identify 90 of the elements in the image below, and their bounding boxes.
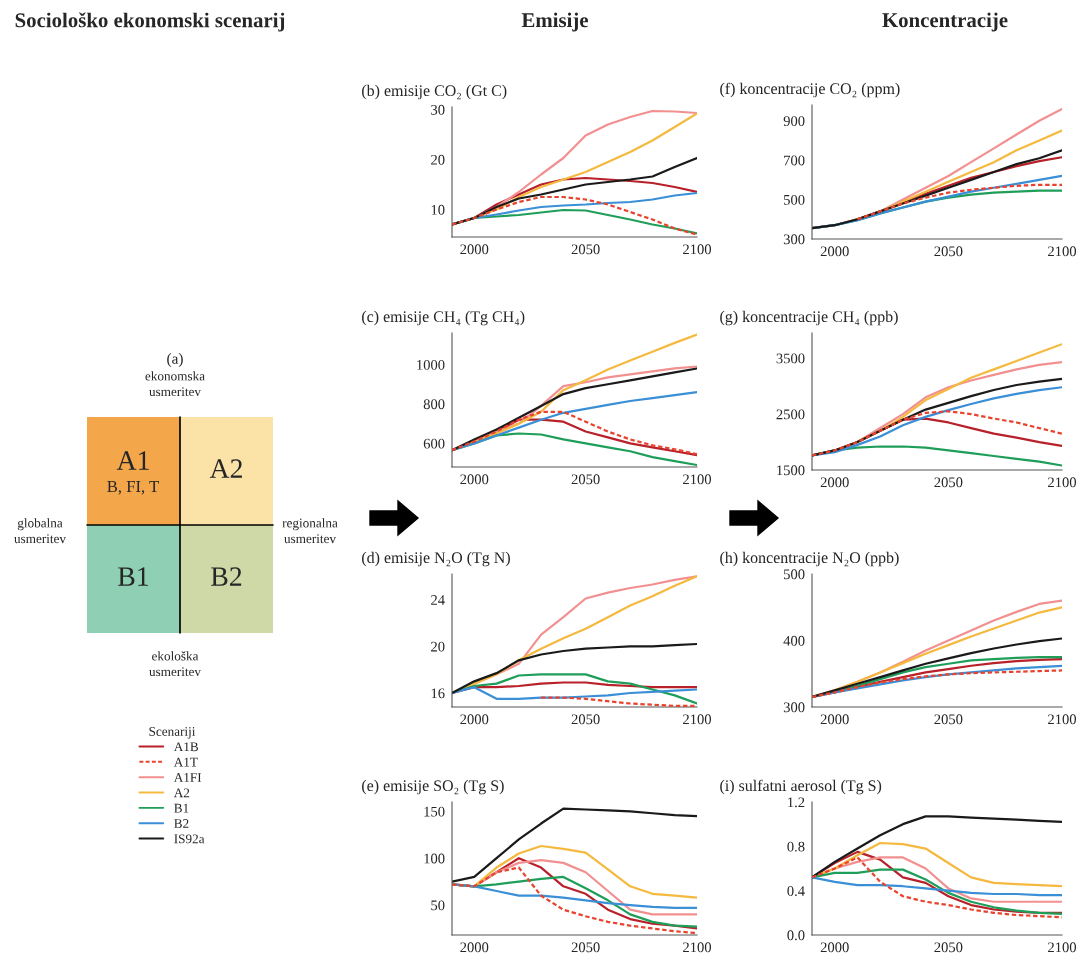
chart-title: (d) emisije N₂O (Tg N)	[362, 551, 510, 567]
y-tick-label: 300	[783, 702, 805, 713]
y-tick-label: 300	[783, 234, 805, 245]
line-series	[452, 410, 697, 456]
category-label: A1	[116, 451, 149, 470]
x-tick-label: 2000	[460, 244, 489, 255]
legend-label: A1T	[173, 757, 198, 767]
y-tick-label: 30	[431, 104, 445, 115]
legend-label: B1	[174, 803, 189, 813]
x-tick-label: 2050	[571, 474, 600, 485]
text: B, FI, T	[107, 481, 159, 495]
chart-title: (g) koncentracije CH₄ (ppb)	[720, 310, 898, 326]
legend-title: Scenariji	[149, 727, 196, 739]
text: Emisije	[521, 12, 589, 32]
x-tick-label: 2050	[934, 246, 963, 257]
x-tick-label: 2000	[820, 477, 849, 488]
x-tick-label: 2100	[683, 714, 712, 725]
y-tick-label: 2500	[776, 409, 805, 420]
line-series	[452, 807, 697, 883]
text: Sociološko ekonomski scenarij	[15, 12, 285, 32]
x-tick-label: 2000	[460, 942, 489, 953]
x-tick-label: 2050	[571, 942, 600, 953]
y-tick-label: 20	[431, 154, 445, 165]
line-series	[812, 856, 1062, 919]
legend-label: B2	[174, 819, 189, 828]
y-tick-label: 500	[784, 569, 805, 580]
text: ekonomska usmeritev	[145, 371, 205, 397]
x-tick-label: 2050	[934, 714, 963, 725]
line-series	[539, 696, 697, 707]
text: globalna usmeritev	[14, 518, 67, 544]
legend-label: A1FI	[173, 773, 202, 782]
y-tick-label: 500	[784, 194, 805, 205]
y-tick-label: 400	[783, 635, 805, 646]
line-series	[452, 686, 697, 700]
y-tick-label: 20	[431, 641, 445, 652]
line-series	[856, 183, 1062, 221]
chart-title: (f) koncentracije CO₂ (ppm)	[720, 82, 900, 98]
x-tick-label: 2000	[460, 474, 489, 485]
text: regionalna usmeritev	[282, 518, 338, 544]
y-tick-label: 900	[783, 116, 805, 126]
y-tick-label: 0.8	[787, 841, 805, 852]
y-tick-label: 800	[423, 399, 445, 410]
x-tick-label: 2050	[571, 714, 600, 725]
y-tick-label: 1500	[777, 465, 805, 476]
x-tick-label: 2100	[1048, 942, 1077, 953]
y-tick-label: 24	[431, 595, 445, 605]
x-tick-label: 2100	[1048, 477, 1077, 488]
line-series	[812, 876, 1062, 897]
y-tick-label: 150	[424, 806, 445, 817]
chart-title: (b) emisije CO₂ (Gt C)	[362, 84, 507, 100]
text: Koncentracije	[882, 12, 1008, 32]
chart-title: (c) emisije CH₄ (Tg CH₄)	[362, 310, 525, 326]
line-series	[812, 815, 1062, 879]
x-tick-label: 2000	[820, 942, 849, 953]
chart-title: (i) sulfatni aerosol (Tg S)	[720, 779, 882, 795]
category-label: A2	[209, 459, 242, 478]
category-label: B1	[118, 567, 149, 586]
y-tick-label: 10	[431, 204, 445, 215]
y-tick-label: 0.0	[787, 930, 805, 941]
line-series	[452, 391, 697, 452]
line-series	[452, 642, 697, 695]
y-tick-label: 700	[784, 155, 805, 166]
x-tick-label: 2050	[571, 244, 600, 255]
x-tick-label: 2000	[460, 714, 489, 725]
x-tick-label: 2100	[683, 474, 712, 485]
line-series	[812, 637, 1062, 699]
chart-title: (e) emisije SO₂ (Tg S)	[362, 779, 504, 795]
x-tick-label: 2050	[934, 942, 963, 953]
chart-title: (h) koncentracije N₂O (ppb)	[720, 551, 899, 567]
y-tick-label: 3500	[776, 353, 805, 364]
y-tick-label: 50	[431, 900, 445, 911]
y-tick-label: 600	[423, 438, 445, 449]
category-label: B2	[211, 567, 242, 586]
text: ekološka usmeritev	[149, 651, 202, 677]
y-tick-label: 1.2	[788, 797, 805, 808]
x-tick-label: 2100	[1048, 714, 1077, 725]
y-tick-label: 1000	[417, 359, 445, 370]
x-tick-label: 2100	[683, 942, 712, 953]
x-tick-label: 2050	[934, 477, 963, 488]
y-tick-label: 0.4	[787, 886, 805, 896]
y-tick-label: 16	[431, 688, 445, 699]
x-tick-label: 2100	[683, 244, 712, 255]
text: (a)	[167, 353, 183, 367]
y-tick-label: 100	[424, 853, 445, 864]
x-tick-label: 2100	[1048, 246, 1077, 257]
x-tick-label: 2000	[820, 714, 849, 725]
legend-label: A2	[173, 788, 190, 798]
legend-label: IS92a	[174, 834, 205, 844]
x-tick-label: 2000	[820, 246, 849, 257]
legend-label: A1B	[173, 742, 199, 752]
